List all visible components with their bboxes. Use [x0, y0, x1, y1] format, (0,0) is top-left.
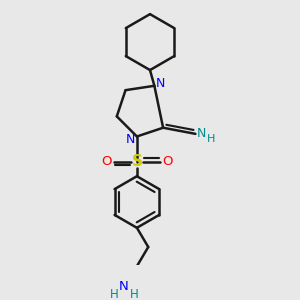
- Text: H: H: [110, 288, 118, 300]
- Text: O: O: [162, 155, 173, 168]
- Text: O: O: [101, 155, 112, 168]
- Text: N: N: [126, 134, 136, 146]
- Text: N: N: [156, 77, 165, 90]
- Text: H: H: [207, 134, 215, 144]
- Text: H: H: [130, 288, 139, 300]
- Text: S: S: [131, 154, 142, 169]
- Text: N: N: [197, 128, 206, 140]
- Text: N: N: [119, 280, 129, 293]
